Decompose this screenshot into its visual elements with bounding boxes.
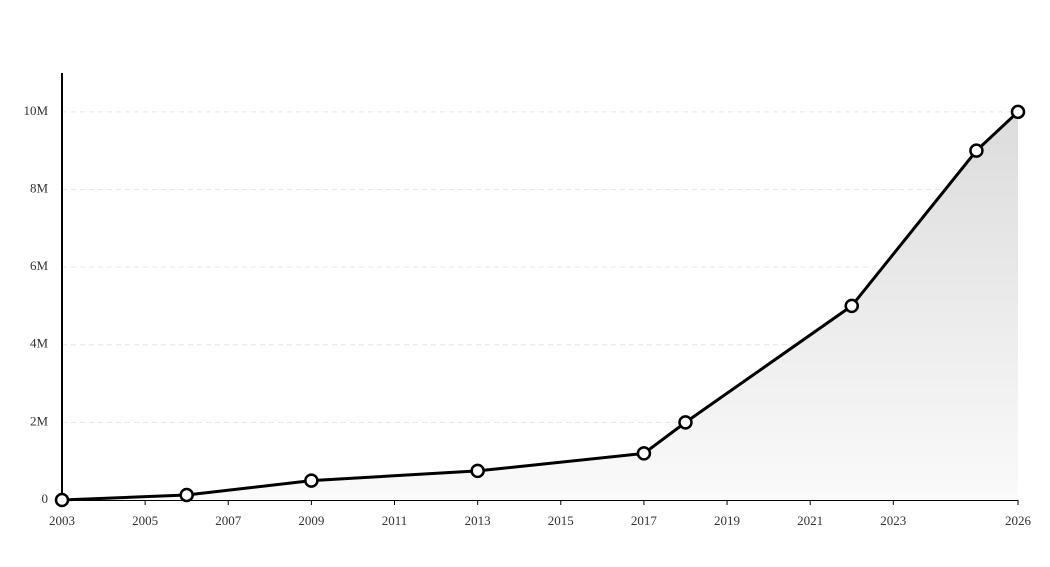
point bbox=[304, 473, 319, 488]
y-tick-label: 4M bbox=[30, 336, 49, 351]
x-tick-label: 2019 bbox=[714, 513, 740, 528]
x-tick-label: 2011 bbox=[382, 513, 408, 528]
x-tick-label: 2026 bbox=[1005, 513, 1032, 528]
x-tick-label: 2005 bbox=[132, 513, 158, 528]
point bbox=[844, 298, 859, 314]
x-tick-label: 2023 bbox=[880, 513, 906, 528]
point bbox=[1010, 104, 1026, 120]
x-tick-label: 2021 bbox=[797, 513, 823, 528]
y-tick-label: 8M bbox=[30, 180, 49, 195]
point bbox=[179, 487, 194, 503]
x-tick-label: 2017 bbox=[631, 513, 658, 528]
point bbox=[969, 143, 984, 158]
y-tick-label: 10M bbox=[23, 103, 48, 118]
x-tick-label: 2013 bbox=[465, 513, 491, 528]
point bbox=[636, 446, 652, 461]
point bbox=[54, 492, 70, 508]
point bbox=[678, 415, 693, 430]
y-tick-label: 0 bbox=[42, 491, 49, 506]
y-tick-label: 2M bbox=[30, 413, 49, 428]
x-tick-label: 2015 bbox=[548, 513, 574, 528]
x-tick-label: 2009 bbox=[298, 513, 324, 528]
area bbox=[62, 111, 1018, 501]
x-tick-label: 2003 bbox=[49, 513, 75, 528]
point bbox=[470, 463, 485, 479]
x-tick-label: 2007 bbox=[215, 513, 242, 528]
y-tick-label: 6M bbox=[30, 258, 49, 273]
